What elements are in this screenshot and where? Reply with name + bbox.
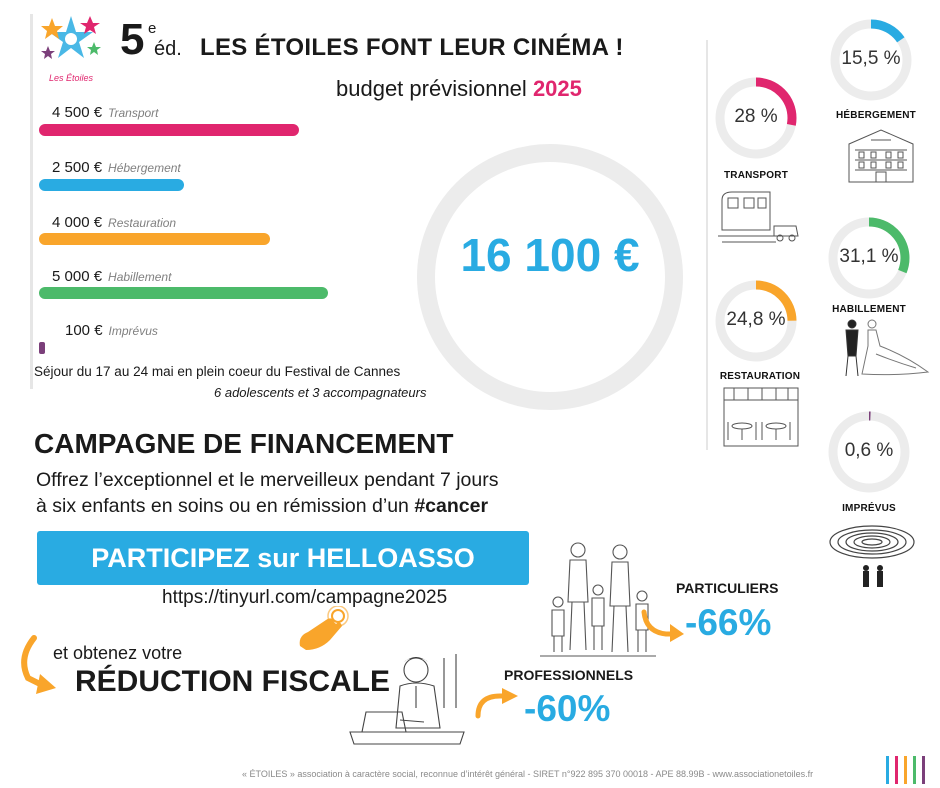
businessman-sketch-icon [349,654,465,745]
restaurant-sketch-icon [723,387,799,447]
campaign-title: CAMPAGNE DE FINANCEMENT [34,428,454,459]
logo-caption: Les Étoiles [48,73,94,83]
edition-number: 5 [120,15,145,64]
curved-arrow-icon [21,635,56,694]
percentage-donut [828,411,910,493]
right-divider [706,40,708,450]
budget-category: Imprévus [108,324,158,338]
donut-label: HÉBERGEMENT [836,110,916,121]
budget-bar [39,342,45,354]
helloasso-button[interactable]: PARTICIPEZ sur HELLOASSO [37,531,529,585]
budget-amount: 4 500 € [52,104,103,121]
footer-text: « ÉTOILES » association à caractère soci… [242,769,814,779]
donut-percentage: 0,6 % [844,440,894,461]
donut-arc [715,280,797,362]
curved-arrow-icon [475,688,518,719]
campaign-url-link[interactable]: https://tinyurl.com/campagne2025 [162,587,448,608]
percentage-donut [828,217,910,299]
edition-suffix: éd. [154,38,182,60]
tax-reduction-title: RÉDUCTION FISCALE [75,665,390,698]
couple-sketch-icon [845,319,930,377]
budget-bar [39,287,328,299]
family-sketch-icon [540,542,656,657]
budget-total: 16 100 € [460,229,640,281]
budget-category: Transport [108,106,159,120]
maze-sketch-icon [829,525,915,587]
budget-item-label: 5 000 € Habillement [52,268,171,286]
donut-percentage: 24,8 % [726,309,786,330]
donut-percentage: 31,1 % [839,246,899,267]
percentage-donut [715,77,797,159]
budget-category: Restauration [108,216,177,230]
click-hand-icon [299,606,349,650]
stay-text: Séjour du 17 au 24 mai en plein coeur du… [34,364,401,379]
particuliers-value: -66% [685,602,772,643]
subtitle: budget prévisionnel 2025 [336,76,582,102]
participants-text: 6 adolescents et 3 accompagnateurs [214,385,427,400]
subtitle-year: 2025 [532,76,582,101]
hotel-sketch-icon [848,129,914,183]
budget-amount: 5 000 € [52,268,103,285]
edition-superscript: e [148,20,157,37]
professionnels-label: PROFESSIONNELS [504,667,634,683]
donut-label: IMPRÉVUS [842,503,896,514]
budget-item-label: 2 500 € Hébergement [52,159,181,177]
helloasso-button-label: PARTICIPEZ sur HELLOASSO [91,542,475,573]
left-divider [30,14,33,389]
budget-item-label: 100 € Imprévus [65,322,158,340]
donut-arc [828,411,910,493]
donut-arc [715,77,797,159]
donut-label: RESTAURATION [719,371,801,382]
percentage-donut [830,19,912,101]
donut-percentage: 15,5 % [841,48,901,69]
budget-category: Hébergement [108,161,181,175]
obtain-text: et obtenez votre [53,643,183,663]
hashtag: #cancer [414,495,489,517]
budget-bar [39,233,270,245]
budget-item-label: 4 000 € Restauration [52,214,176,232]
budget-amount: 4 000 € [52,214,103,231]
donut-label: TRANSPORT [723,170,789,181]
budget-amount: 100 € [65,322,103,339]
donut-arc [828,217,910,299]
percentage-donut [715,280,797,362]
professionnels-value: -60% [524,688,611,729]
budget-item-label: 4 500 € Transport [52,104,159,122]
donut-percentage: 28 % [734,106,778,127]
total-donut [417,144,683,410]
brand-stripes [886,756,926,784]
campaign-line-2: à six enfants en soins ou en rémission d… [36,495,488,518]
budget-bar [39,179,184,191]
subtitle-text: budget prévisionnel [336,76,527,101]
train-sketch-icon [718,191,799,243]
campaign-line-1: Offrez l’exceptionnel et le merveilleux … [36,469,499,491]
donut-arc [830,19,912,101]
logo: Les Étoiles [38,12,104,83]
budget-bar [39,124,299,136]
campaign-line-2-text: à six enfants en soins ou en rémission d… [36,495,415,517]
particuliers-label: PARTICULIERS [676,580,779,596]
curved-arrow-icon [641,609,684,642]
logo-stars-icon [41,16,101,59]
budget-category: Habillement [108,270,172,284]
page-title: LES ÉTOILES FONT LEUR CINÉMA ! [200,34,624,61]
budget-amount: 2 500 € [52,159,103,176]
donut-label: HABILLEMENT [832,304,906,315]
